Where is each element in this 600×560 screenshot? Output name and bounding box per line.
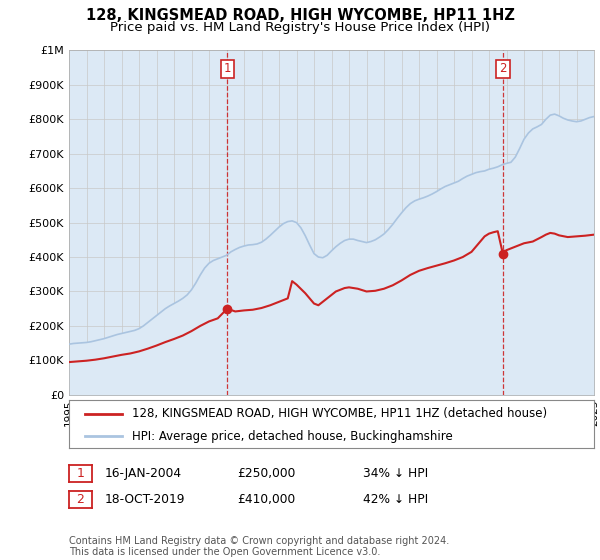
Text: 2: 2 [76,493,85,506]
Text: Contains HM Land Registry data © Crown copyright and database right 2024.
This d: Contains HM Land Registry data © Crown c… [69,535,449,557]
Text: 2: 2 [499,63,507,76]
Text: £250,000: £250,000 [237,466,295,480]
Text: Price paid vs. HM Land Registry's House Price Index (HPI): Price paid vs. HM Land Registry's House … [110,21,490,34]
Text: 16-JAN-2004: 16-JAN-2004 [105,466,182,480]
Text: 18-OCT-2019: 18-OCT-2019 [105,493,185,506]
Text: £410,000: £410,000 [237,493,295,506]
Text: HPI: Average price, detached house, Buckinghamshire: HPI: Average price, detached house, Buck… [132,430,453,442]
Text: 128, KINGSMEAD ROAD, HIGH WYCOMBE, HP11 1HZ: 128, KINGSMEAD ROAD, HIGH WYCOMBE, HP11 … [86,8,514,24]
Text: 34% ↓ HPI: 34% ↓ HPI [363,466,428,480]
Text: 128, KINGSMEAD ROAD, HIGH WYCOMBE, HP11 1HZ (detached house): 128, KINGSMEAD ROAD, HIGH WYCOMBE, HP11 … [132,407,547,420]
Text: 1: 1 [224,63,231,76]
Text: 42% ↓ HPI: 42% ↓ HPI [363,493,428,506]
Text: 1: 1 [76,466,85,480]
